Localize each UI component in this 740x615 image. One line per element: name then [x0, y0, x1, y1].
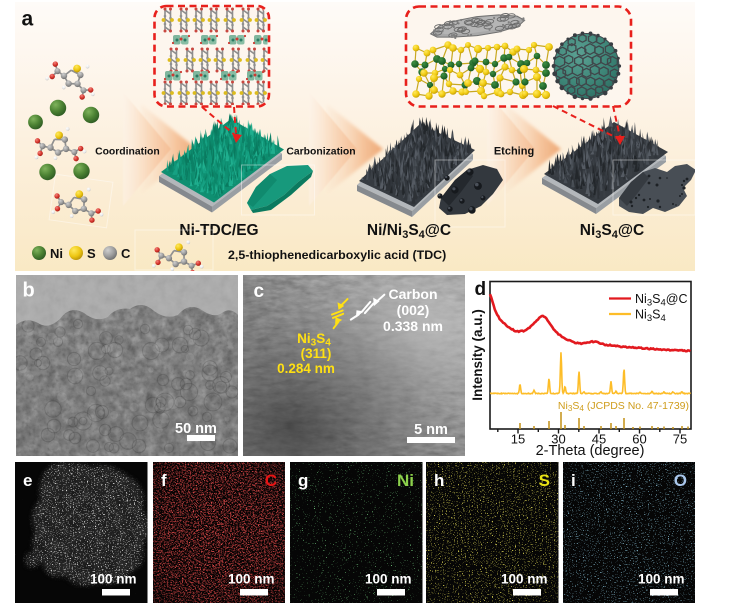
svg-text:Etching: Etching [494, 146, 534, 158]
svg-text:Ni3S4 (JCPDS No. 47-1739): Ni3S4 (JCPDS No. 47-1739) [558, 400, 689, 413]
svg-text:g: g [298, 471, 308, 490]
svg-text:(311): (311) [301, 346, 332, 361]
svg-text:Carbonization: Carbonization [286, 147, 355, 158]
svg-text:C: C [264, 471, 276, 490]
svg-text:h: h [434, 471, 444, 490]
svg-text:S: S [539, 471, 550, 490]
svg-text:Carbon: Carbon [389, 286, 438, 302]
svg-text:Ni3S4: Ni3S4 [635, 308, 666, 325]
svg-text:45: 45 [592, 432, 606, 447]
svg-text:Ni: Ni [397, 471, 414, 490]
svg-text:Coordination: Coordination [95, 147, 160, 158]
svg-text:Ni3S4: Ni3S4 [297, 331, 331, 349]
svg-text:100 nm: 100 nm [501, 572, 548, 587]
svg-text:50 nm: 50 nm [175, 421, 217, 437]
svg-text:(002): (002) [397, 302, 430, 318]
svg-text:O: O [673, 471, 686, 490]
svg-text:Intensity (a.u.): Intensity (a.u.) [470, 309, 485, 401]
svg-text:100 nm: 100 nm [637, 572, 684, 587]
svg-text:a: a [22, 8, 34, 31]
svg-text:Ni-TDC/EG: Ni-TDC/EG [179, 222, 258, 239]
svg-text:e: e [23, 471, 32, 490]
svg-text:100 nm: 100 nm [90, 572, 137, 587]
svg-text:C: C [121, 246, 131, 261]
svg-text:Ni/Ni3S4@C: Ni/Ni3S4@C [367, 222, 451, 241]
svg-text:i: i [571, 471, 576, 490]
svg-text:30: 30 [551, 432, 565, 447]
svg-text:0.338 nm: 0.338 nm [383, 318, 443, 334]
svg-text:0.284 nm: 0.284 nm [277, 361, 335, 376]
svg-text:d: d [475, 279, 487, 300]
svg-text:100 nm: 100 nm [365, 572, 412, 587]
svg-text:15: 15 [511, 432, 525, 447]
svg-text:60: 60 [632, 432, 646, 447]
svg-text:5 nm: 5 nm [414, 422, 448, 438]
svg-text:c: c [254, 281, 265, 302]
svg-text:75: 75 [673, 432, 687, 447]
svg-text:b: b [23, 280, 35, 302]
svg-text:2-Theta (degree): 2-Theta (degree) [536, 443, 645, 459]
svg-text:100 nm: 100 nm [227, 572, 274, 587]
svg-text:S: S [87, 246, 96, 261]
svg-text:2,5-thiophenedicarboxylic acid: 2,5-thiophenedicarboxylic acid (TDC) [228, 248, 446, 262]
svg-text:f: f [161, 471, 167, 490]
svg-text:Ni: Ni [50, 246, 63, 261]
